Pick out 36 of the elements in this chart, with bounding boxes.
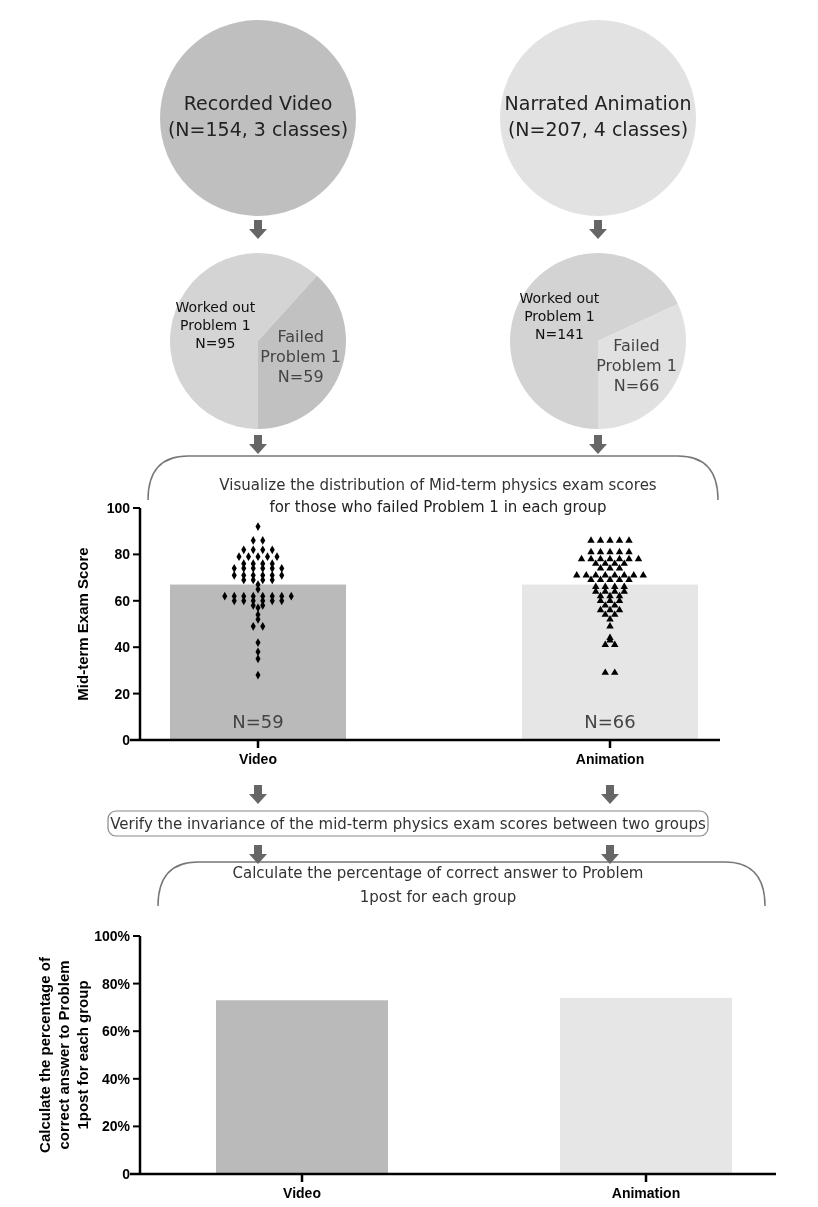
- text: Verify the invariance of the mid-term physics exam scores between two groups: [110, 815, 706, 833]
- y-tick-label: 100%: [94, 928, 131, 944]
- y-tick-label: 0: [122, 1166, 131, 1182]
- text: Narrated Animation (N=207, 4 classes): [504, 92, 692, 140]
- y-axis-title: Mid-term Exam Score: [74, 547, 91, 701]
- slice-label: Worked out Problem 1: [175, 298, 256, 333]
- y-tick-label: 80%: [101, 975, 131, 992]
- y-tick-label: 80: [114, 546, 131, 563]
- x-tick-label: Animation: [611, 1185, 681, 1201]
- y-tick-label: 20%: [101, 1118, 131, 1135]
- data-label: N=66: [613, 375, 660, 395]
- data-label: N=95: [195, 334, 236, 351]
- annotation: N=66: [584, 711, 636, 732]
- y-tick-label: 60%: [101, 1023, 131, 1040]
- annotation: N=59: [232, 711, 284, 732]
- data-label: N=59: [277, 367, 324, 387]
- chart-title: Calculate the percentage of correct answer to Problem 1post for each group: [232, 864, 644, 906]
- slice-label: Failed Problem 1: [260, 327, 342, 367]
- y-tick-label: 20: [114, 685, 131, 702]
- y-axis-title: Calculate the percentage of correct answer to Problem 1post for each group: [36, 956, 91, 1153]
- data-label: N=141: [534, 326, 584, 343]
- chart-title: Visualize the distribution of Mid-term physics exam scores: [219, 476, 657, 494]
- y-tick-label: 0: [122, 732, 131, 748]
- y-tick-label: 100: [106, 500, 131, 516]
- y-tick-label: 60: [114, 592, 131, 609]
- x-tick-label: Video: [283, 1185, 321, 1201]
- y-tick-label: 40%: [101, 1070, 131, 1087]
- x-tick-label: Animation: [575, 751, 645, 767]
- chart-subtitle: for those who failed Problem 1 in each group: [269, 498, 607, 516]
- slice-label: Failed Problem 1: [596, 335, 677, 375]
- pie-slice: [510, 253, 678, 429]
- pie-slice: [258, 275, 346, 429]
- slice-label: Worked out Problem 1: [519, 290, 600, 325]
- text: Recorded Video (N=154, 3 classes): [167, 92, 349, 140]
- y-tick-label: 40: [114, 639, 131, 656]
- x-tick-label: Video: [239, 751, 277, 767]
